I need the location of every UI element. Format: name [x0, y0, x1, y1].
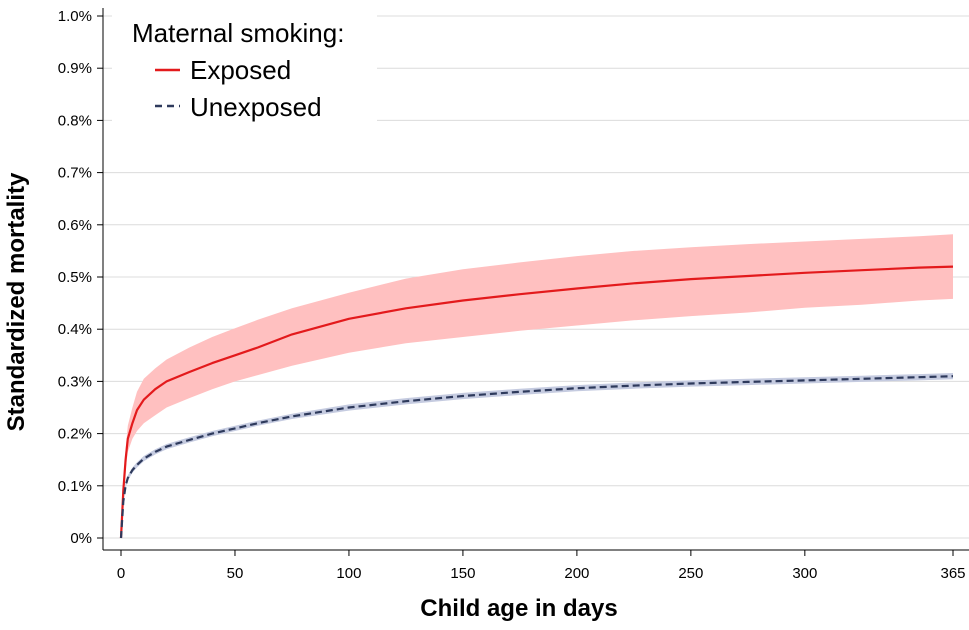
y-tick-label: 0.5%: [58, 269, 92, 286]
legend-title: Maternal smoking:: [132, 18, 344, 48]
axes: 0% 0.1% 0.2% 0.3% 0.4% 0.5% 0.6% 0.7% 0.8% 0.9% 1.…: [58, 8, 969, 582]
y-tick-label: 0.3%: [58, 373, 92, 390]
confidence-bands: [121, 234, 953, 538]
x-axis-title: Child age in days: [420, 595, 617, 622]
legend: Maternal smoking: Exposed Unexposed: [112, 0, 377, 128]
y-axis-title: Standardized mortality: [3, 172, 30, 431]
y-tick-label: 1.0%: [58, 8, 92, 25]
x-tick-label: 150: [450, 565, 475, 582]
x-tick-label: 100: [336, 565, 361, 582]
series-line-exposed: [119, 265, 954, 539]
y-tick-label: 0.4%: [58, 321, 92, 338]
legend-label-exposed: Exposed: [190, 55, 291, 85]
x-tick-label: 50: [227, 565, 244, 582]
x-tick-label: 250: [678, 565, 703, 582]
series-line-unexposed: [119, 375, 954, 539]
legend-label-unexposed: Unexposed: [190, 92, 322, 122]
y-tick-label: 0.1%: [58, 478, 92, 495]
y-tick-label: 0%: [70, 530, 92, 547]
x-tick-label: 200: [564, 565, 589, 582]
ci-band-exposed: [121, 234, 953, 538]
y-tick-label: 0.8%: [58, 112, 92, 129]
series-lines: [119, 265, 954, 539]
y-tick-label: 0.7%: [58, 165, 92, 182]
x-tick-label: 300: [792, 565, 817, 582]
x-tick-label: 0: [117, 565, 125, 582]
y-tick-label: 0.2%: [58, 426, 92, 443]
y-tick-label: 0.9%: [58, 60, 92, 77]
y-tick-label: 0.6%: [58, 217, 92, 234]
x-tick-label: 365: [940, 565, 965, 582]
